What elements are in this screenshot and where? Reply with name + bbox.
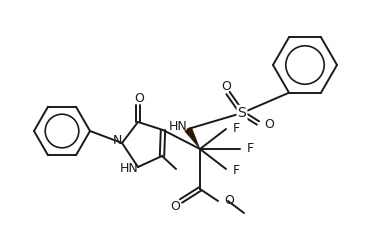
Text: O: O xyxy=(224,194,234,208)
Text: F: F xyxy=(247,141,254,154)
Text: O: O xyxy=(170,200,180,213)
Text: HN: HN xyxy=(120,162,138,175)
Text: O: O xyxy=(134,92,144,105)
Text: F: F xyxy=(233,121,240,134)
Text: F: F xyxy=(233,163,240,176)
Polygon shape xyxy=(185,127,200,149)
Text: S: S xyxy=(238,106,246,120)
Text: HN: HN xyxy=(169,120,187,133)
Text: N: N xyxy=(112,134,122,147)
Text: O: O xyxy=(221,80,231,94)
Text: O: O xyxy=(264,118,274,130)
